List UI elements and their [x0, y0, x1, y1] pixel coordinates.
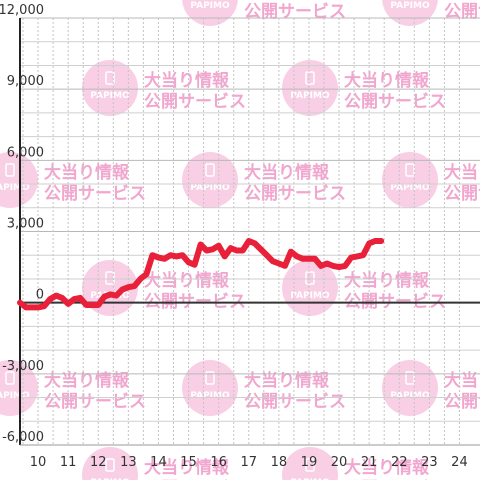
phone-icon [105, 271, 115, 285]
watermark-line1: 大当り情報 [44, 162, 130, 183]
y-tick-label: 9,000 [7, 74, 44, 89]
watermark-line2: 公開サービス [144, 92, 246, 112]
watermark-logo-text: PAPIMO [90, 478, 130, 480]
x-tick-label: 19 [301, 455, 318, 470]
watermark-line2: 公開サービス [244, 392, 346, 412]
x-tick-label: 20 [331, 455, 348, 470]
x-tick-label: 15 [180, 455, 197, 470]
y-tick-label: 6,000 [7, 145, 44, 160]
phone-icon [205, 163, 215, 177]
watermark-logo-text: PAPIMO [290, 478, 330, 480]
phone-icon [5, 371, 15, 385]
y-tick-label: 12,000 [0, 3, 44, 18]
watermark-logo-text: PAPIMO [190, 183, 230, 193]
phone-icon [305, 458, 315, 472]
watermark-line2: 公開サービス [444, 392, 480, 412]
watermark-circle [182, 0, 238, 26]
x-tick-label: 23 [421, 455, 438, 470]
watermark-line2: 公開サービス [44, 184, 146, 204]
watermark-logo-text: PAPIMO [390, 1, 430, 11]
watermark-logo-text: PAPIMO [190, 391, 230, 401]
watermark-line1: 大当り情報 [244, 370, 330, 391]
phone-icon [105, 458, 115, 472]
x-tick-label: 24 [451, 455, 468, 470]
watermark-line1: 大当り情報 [444, 0, 480, 1]
series-line [17, 238, 385, 311]
watermark-line1: 大当り情報 [344, 457, 430, 478]
watermark-circle [382, 152, 438, 208]
watermark-line2: 公開サービス [244, 184, 346, 204]
watermark-logo-text: PAPIMO [0, 391, 30, 401]
watermark-logo-text: PAPIMO [190, 1, 230, 11]
phone-icon [305, 71, 315, 85]
phone-icon [105, 71, 115, 85]
watermark-logo-text: PAPIMO [390, 183, 430, 193]
y-tick-label: 0 [36, 288, 44, 303]
watermark-line1: 大当り情報 [244, 162, 330, 183]
x-tick-labels: 10 11 12 13 14 15 16 17 18 19 20 21 22 23 24 [30, 455, 468, 470]
watermark-circle [82, 60, 138, 116]
watermark-line1: 大当り情報 [344, 70, 430, 91]
watermark-line1: 大当り情報 [444, 370, 480, 391]
x-tick-label: 11 [60, 455, 77, 470]
x-tick-label: 16 [210, 455, 227, 470]
watermark-logo-text: PAPIMO [290, 291, 330, 301]
watermark-line2: 公開サービス [344, 92, 446, 112]
x-tick-label: 12 [90, 455, 107, 470]
watermark-line2: 公開サービス [444, 184, 480, 204]
watermark-line1: 大当り情報 [144, 270, 230, 291]
x-tick-label: 18 [271, 455, 288, 470]
x-tick-label: 13 [120, 455, 137, 470]
phone-icon [205, 371, 215, 385]
y-tick-label: -6,000 [2, 430, 44, 445]
watermark-logo-text: PAPIMO [90, 91, 130, 101]
watermark-line1: 大当り情報 [444, 162, 480, 183]
y-tick-labels: 12,000 9,000 6,000 3,000 0 -3,000 -6,000 [0, 3, 44, 445]
phone-icon [5, 163, 15, 177]
watermark-logo-text: PAPIMO [290, 91, 330, 101]
watermark-line1: 大当り情報 [44, 370, 130, 391]
watermark-circle [282, 60, 338, 116]
watermark-circle [282, 260, 338, 316]
x-tick-label: 14 [150, 455, 167, 470]
watermark-line1: 大当り情報 [144, 457, 230, 478]
watermark-circle [282, 447, 338, 480]
watermark-line1: 大当り情報 [244, 0, 330, 1]
x-tick-label: 17 [240, 455, 257, 470]
phone-icon [305, 271, 315, 285]
y-tick-label: -3,000 [2, 359, 44, 374]
watermark-circle [182, 152, 238, 208]
watermark-line1: 大当り情報 [344, 270, 430, 291]
x-tick-label: 22 [391, 455, 408, 470]
y-tick-label: 3,000 [7, 217, 44, 232]
watermark-logo-text: PAPIMO [390, 391, 430, 401]
watermark-line2: 公開サービス [44, 392, 146, 412]
watermark-line2: 公開サービス [444, 2, 480, 22]
watermark-circle [182, 360, 238, 416]
watermark-logo-text: PAPIMO [0, 183, 30, 193]
watermark-line1: 大当り情報 [144, 70, 230, 91]
watermark-circle [82, 447, 138, 480]
x-tick-label: 10 [30, 455, 47, 470]
series-layer [17, 238, 385, 311]
watermark-circle [0, 152, 38, 208]
watermark-line2: 公開サービス [244, 2, 346, 22]
watermark-circle [382, 0, 438, 26]
x-tick-label: 21 [361, 455, 378, 470]
